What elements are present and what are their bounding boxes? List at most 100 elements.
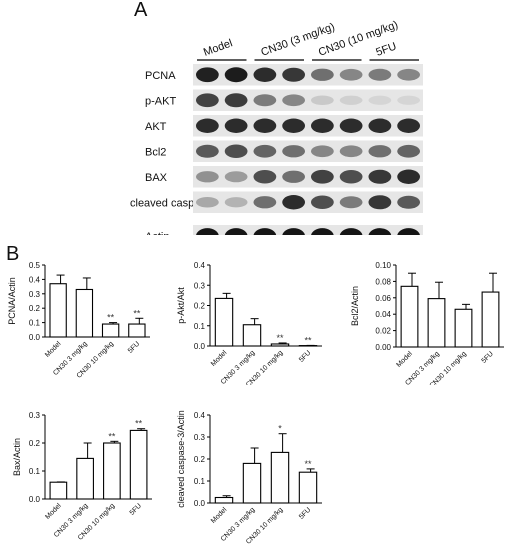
y-tick-label: 0.2 [29, 304, 41, 313]
blot-row-label: AKT [145, 121, 167, 133]
blot-band [368, 195, 392, 210]
blot-band [311, 145, 334, 158]
blot-band [253, 196, 277, 209]
panel-b-letter: B [6, 243, 20, 265]
bar [76, 457, 94, 500]
blot-band [397, 118, 420, 133]
y-tick-label: 0.2 [29, 439, 41, 448]
significance-label: ** [107, 313, 115, 323]
significance-label: ** [304, 335, 312, 345]
bar [481, 291, 500, 348]
blot-band [339, 228, 363, 235]
blot-band [339, 145, 363, 158]
bar [242, 324, 262, 347]
significance-label: * [278, 424, 282, 434]
bar [75, 288, 94, 338]
y-tick-label: 0.4 [29, 275, 41, 284]
blot-band [311, 95, 334, 106]
y-tick-label: 0.1 [194, 477, 206, 486]
blot-band [224, 228, 248, 235]
blot-strip [193, 89, 423, 111]
y-tick-label: 0.08 [375, 277, 391, 286]
blot-band [253, 228, 277, 235]
y-tick-label: 0.2 [194, 302, 206, 311]
blot-band [224, 197, 248, 208]
blot-group-label: Model [202, 37, 234, 59]
y-tick-label: 0.04 [375, 310, 391, 319]
blot-band [339, 118, 363, 133]
bar [49, 481, 68, 500]
y-tick-label: 0.0 [29, 333, 41, 342]
blot-strip [193, 140, 423, 162]
bar [214, 496, 234, 504]
bar [270, 451, 290, 504]
blot-band [282, 170, 305, 183]
y-tick-label: 0.3 [194, 433, 206, 442]
blot-band [339, 170, 363, 184]
y-tick-label: 0.02 [375, 327, 391, 336]
blot-band [368, 68, 392, 81]
panel-a-letter: A [134, 0, 148, 21]
bar [270, 343, 290, 347]
blot-band [397, 144, 420, 158]
blot-band [368, 118, 392, 133]
y-tick-label: 0.1 [29, 467, 41, 476]
blot-band [368, 145, 392, 158]
blot-band [224, 118, 248, 133]
blot-band [253, 170, 277, 184]
blot-band [339, 68, 363, 81]
cleaved-caspase3-actin-bar-chart: 0.0 0.1 0.2 0.3 0.4 cleaved caspase-3/Actin Mo… [176, 410, 322, 545]
bar [129, 429, 148, 500]
blot-band [368, 228, 392, 235]
y-tick-label: 0.3 [29, 290, 41, 299]
blot-band [253, 118, 277, 133]
blot-band [224, 171, 248, 183]
y-axis-label: cleaved caspase-3/Actin [176, 410, 186, 508]
blot-band [311, 195, 334, 209]
blot-band [282, 118, 305, 133]
blot-band [397, 68, 420, 81]
x-tick-label: Model [395, 350, 414, 369]
blot-row-label: BAX [145, 172, 168, 184]
bar [214, 297, 234, 347]
blot-band [196, 228, 219, 235]
bar [427, 298, 446, 348]
blot-band [311, 68, 334, 81]
blot-band [196, 196, 219, 208]
blot-band [282, 67, 305, 82]
blot-band [368, 95, 392, 105]
blot-band [253, 67, 277, 82]
blot-band [224, 93, 248, 108]
blot-band [397, 169, 420, 184]
x-tick-label: 5FU [127, 340, 141, 354]
bar [242, 462, 262, 504]
bcl2-actin-bar-chart: 0.000.020.040.060.080.10Bcl2/ActinModelC… [350, 261, 504, 385]
y-tick-label: 0.3 [194, 281, 206, 290]
y-axis-label: Bcl2/Actin [350, 286, 360, 326]
blot-row-label: PCNA [145, 70, 176, 82]
y-tick-label: 0.2 [194, 455, 206, 464]
y-tick-label: 0.06 [375, 294, 391, 303]
blot-band [253, 144, 277, 158]
y-axis-label: Bax/Actin [12, 438, 22, 476]
x-tick-label: 5FU [298, 349, 312, 363]
blot-row-label: Actin [145, 231, 169, 235]
y-tick-label: 0.1 [29, 319, 41, 328]
blot-band [196, 118, 219, 133]
blot-band [368, 169, 392, 184]
blot-band [397, 228, 420, 235]
blot-row-label: p-AKT [145, 95, 176, 107]
y-tick-label: 0.00 [375, 343, 391, 352]
blot-band [311, 118, 334, 133]
y-tick-label: 0.0 [194, 499, 206, 508]
bar [400, 285, 419, 348]
blot-band [311, 228, 334, 235]
blot-band [196, 171, 219, 183]
blot-row-label: Bcl2 [145, 146, 166, 158]
bar [128, 323, 146, 338]
y-tick-label: 0.0 [29, 495, 41, 504]
significance-label: ** [276, 333, 284, 343]
